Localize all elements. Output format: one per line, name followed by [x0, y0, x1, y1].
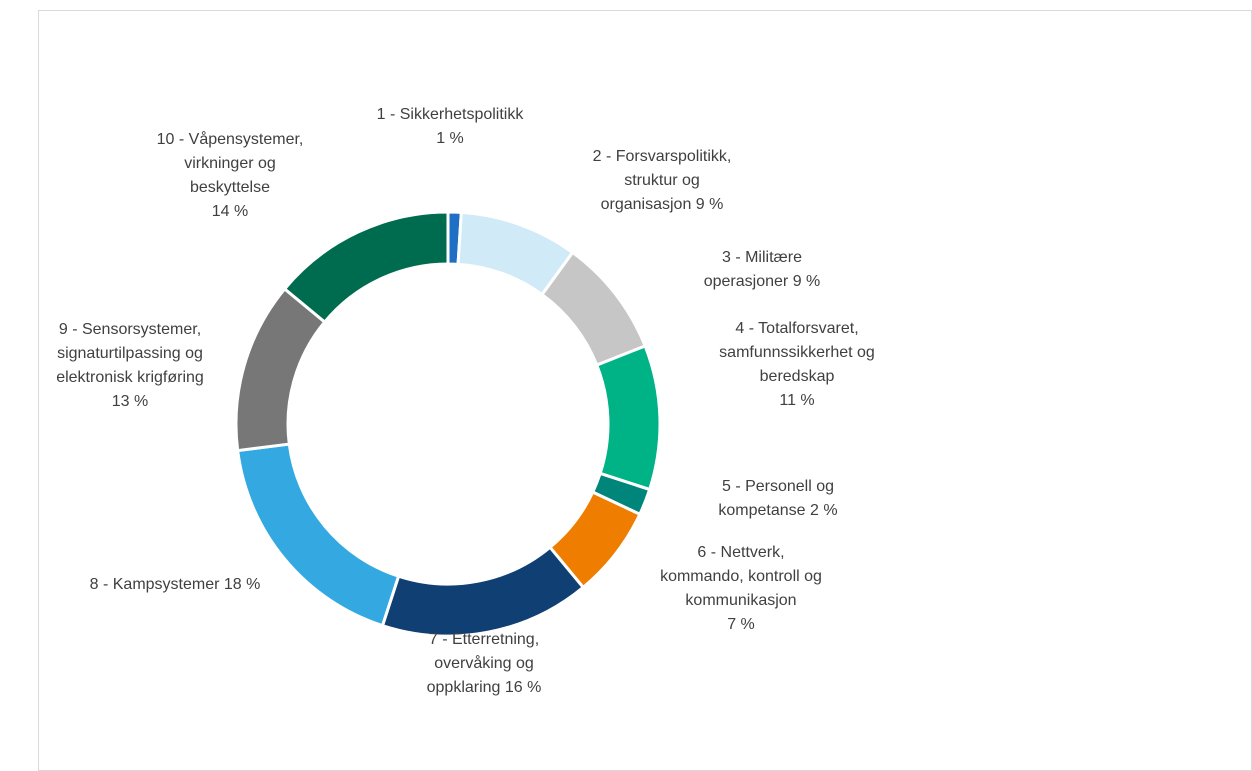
donut-segment [282, 210, 450, 325]
donut-segment [234, 286, 327, 453]
value-label: 16 % [504, 679, 542, 696]
category-label: 10 - Våpensystemer, virkninger og beskyt… [156, 131, 304, 196]
category-label: 5 - Personell og kompetanse [718, 478, 835, 519]
category-label: 3 - Militære operasjoner [703, 249, 802, 290]
data-label: 1 - Sikkerhetspolitikk 1 % [330, 103, 570, 151]
category-label: 1 - Sikkerhetspolitikk [376, 106, 524, 123]
data-label: 4 - Totalforsvaret, samfunnssikkerhet og… [707, 317, 887, 413]
category-label: 2 - Forsvarspolitikk, struktur og organi… [592, 148, 732, 213]
value-label: 7 % [727, 616, 755, 633]
category-label: 6 - Nettverk, kommando, kontroll og komm… [660, 544, 822, 609]
value-label: 14 % [211, 203, 249, 220]
value-label: 2 % [810, 502, 838, 519]
data-label: 6 - Nettverk, kommando, kontroll og komm… [656, 541, 826, 637]
data-label: 5 - Personell og kompetanse 2 % [713, 475, 843, 523]
data-label: 7 - Etterretning, overvåking og oppklari… [414, 628, 554, 700]
value-label: 1 % [436, 130, 464, 147]
category-label: 8 - Kampsystemer [89, 576, 220, 593]
data-label: 9 - Sensorsystemer, signaturtilpassing o… [35, 318, 225, 414]
donut-segment [235, 442, 401, 628]
value-label: 11 % [779, 392, 815, 409]
donut-segment [594, 344, 662, 492]
data-label: 2 - Forsvarspolitikk, struktur og organi… [582, 145, 742, 217]
value-label: 9 % [695, 196, 724, 213]
value-label: 9 % [792, 273, 821, 290]
category-label: 9 - Sensorsystemer, signaturtilpassing o… [56, 321, 204, 386]
data-label: 3 - Militære operasjoner 9 % [697, 246, 827, 294]
category-label: 7 - Etterretning, overvåking og oppklari… [426, 631, 540, 696]
value-label: 13 % [111, 393, 149, 410]
data-label: 10 - Våpensystemer, virkninger og beskyt… [150, 128, 310, 224]
donut-segment [380, 545, 586, 638]
value-label: 18 % [223, 576, 261, 593]
data-label: 8 - Kampsystemer 18 % [25, 573, 325, 597]
category-label: 4 - Totalforsvaret, samfunnssikkerhet og… [719, 320, 875, 385]
